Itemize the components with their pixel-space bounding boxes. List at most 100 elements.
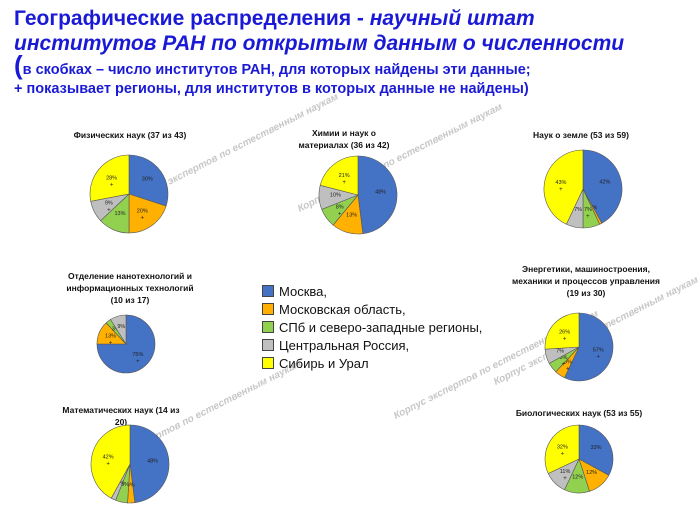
slice-value-label: 7% [584, 207, 592, 213]
slice-value-label: 28% [106, 176, 117, 182]
slice-value-label: 2% [116, 480, 124, 486]
slice-value-label: 26% [559, 330, 570, 336]
pie-slice [129, 424, 170, 504]
pie-biology: 33%12%12%11%+32%+ [544, 424, 614, 494]
pie-chemistry: 48%13%8%+10%21%+ [318, 155, 398, 235]
legend-label: Московская область, [279, 301, 406, 317]
chart-title-nano: Отделение нанотехнологий и информационны… [66, 271, 194, 305]
legend-item-moscow-region: Московская область, [262, 300, 482, 318]
pie-slice [96, 314, 156, 374]
slice-plus-marker: + [596, 354, 600, 360]
pie-physics: 30%20%+13%9%+28%+ [89, 154, 169, 234]
legend-item-central: Центральная Россия, [262, 336, 482, 354]
title-part-2: научный штат [369, 7, 535, 30]
legend-label: Центральная Россия, [279, 337, 410, 353]
chart-title-earth: Наук о земле (53 из 59) [533, 130, 629, 140]
slide-title: Географические распределения - научный ш… [14, 6, 694, 99]
chart-title-physics: Физических наук (37 из 43) [73, 130, 187, 140]
slice-value-label: 13% [346, 213, 357, 219]
slice-plus-marker: + [109, 340, 113, 346]
legend: Москва, Московская область, СПб и северо… [262, 282, 482, 372]
legend-label: СПб и северо-западные регионы, [279, 319, 483, 335]
title-line-1: Географические распределения - научный ш… [14, 6, 694, 31]
title-note-line-2: + показывает регионы, для институтов в к… [14, 81, 529, 97]
pie-slice [89, 154, 130, 202]
legend-swatch-moscow-region [262, 303, 274, 315]
chart-title-biology: Биологических наук (53 из 55) [515, 408, 643, 418]
pie-slice [110, 314, 127, 346]
legend-label: Сибирь и Урал [279, 355, 369, 371]
slice-value-label: 43% [555, 180, 566, 186]
pie-slice [128, 193, 167, 234]
slice-value-label: 75% [132, 352, 143, 358]
pie-slice [357, 155, 398, 235]
legend-swatch-siberia [262, 357, 274, 369]
slice-plus-marker: + [136, 359, 140, 365]
pie-slice [564, 312, 614, 382]
slice-value-label: 48% [147, 459, 158, 465]
slice-value-label: 3% [112, 327, 120, 333]
slice-plus-marker: + [561, 451, 565, 457]
pie-slice [90, 424, 131, 499]
slice-plus-marker: + [566, 366, 570, 372]
slice-value-label: 21% [339, 173, 350, 179]
slice-value-label: 5% [564, 359, 572, 365]
slice-value-label: 9% [105, 200, 113, 206]
title-line-2: институтов РАН по открытым данным о числ… [14, 32, 625, 55]
pie-slice [544, 312, 580, 350]
pie-nano: 75%+13%+3%9% [96, 314, 156, 374]
slice-value-label: 12% [572, 475, 583, 481]
slice-plus-marker: + [107, 207, 111, 213]
slice-value-label: 57% [593, 347, 604, 353]
slice-value-label: 10% [330, 192, 341, 198]
slice-plus-marker: + [338, 211, 342, 217]
title-part-1: Географические распределения - [14, 7, 370, 30]
legend-swatch-moscow [262, 285, 274, 297]
slice-plus-marker: + [559, 187, 563, 193]
note-open-paren: ( [14, 50, 23, 80]
pie-slice [543, 149, 584, 225]
pie-math: 48% 3%5%2% 42%+ [90, 424, 170, 504]
slice-value-label: 30% [142, 177, 153, 183]
slice-value-label: 42% [599, 179, 610, 185]
slice-value-label: 48% [375, 190, 386, 196]
slice-value-label: 5% [559, 355, 567, 361]
legend-swatch-spb [262, 321, 274, 333]
legend-item-siberia: Сибирь и Урал [262, 354, 482, 372]
slice-plus-marker: + [141, 215, 145, 221]
pie-slice [128, 154, 169, 207]
pie-energy: 57%+5%+5%+7%26%+ [544, 312, 614, 382]
slice-plus-marker: + [562, 362, 566, 368]
pie-slice [582, 149, 623, 224]
slice-value-label: 7% [574, 207, 582, 213]
pie-slice [578, 424, 614, 476]
slice-plus-marker: + [342, 180, 346, 186]
pie-earth: 42%1%7%+7%43%+ [543, 149, 623, 229]
chart-title-math: Математических наук (14 из 20) [62, 405, 180, 427]
chart-title-energy: Энергетики, машиностроения, механики и п… [512, 264, 660, 298]
slice-value-label: 12% [586, 470, 597, 476]
slice-value-label: 42% [103, 454, 114, 460]
slice-plus-marker: + [106, 461, 110, 467]
legend-item-moscow: Москва, [262, 282, 482, 300]
slice-plus-marker: + [563, 476, 567, 482]
legend-swatch-central [262, 339, 274, 351]
slice-plus-marker: + [586, 214, 590, 220]
slice-value-label: 13% [105, 333, 116, 339]
pie-slice [544, 424, 580, 474]
title-note-line-1: (в скобках – число институтов РАН, для к… [14, 52, 694, 80]
note-line-1-text: в скобках – число институтов РАН, для ко… [22, 62, 531, 78]
legend-item-spb: СПб и северо-западные регионы, [262, 318, 482, 336]
slice-plus-marker: + [110, 183, 114, 189]
slice-plus-marker: + [563, 337, 567, 343]
slice-value-label: 3% [127, 483, 135, 489]
slice-value-label: 5% [121, 482, 129, 488]
pie-slice [319, 155, 359, 196]
legend-label: Москва, [279, 283, 327, 299]
slice-value-label: 9% [117, 324, 125, 330]
slice-value-label: 11% [560, 469, 571, 475]
slice-value-label: 8% [336, 204, 344, 210]
slice-value-label: 13% [115, 211, 126, 217]
slice-value-label: 32% [557, 444, 568, 450]
slice-value-label: 20% [137, 208, 148, 214]
